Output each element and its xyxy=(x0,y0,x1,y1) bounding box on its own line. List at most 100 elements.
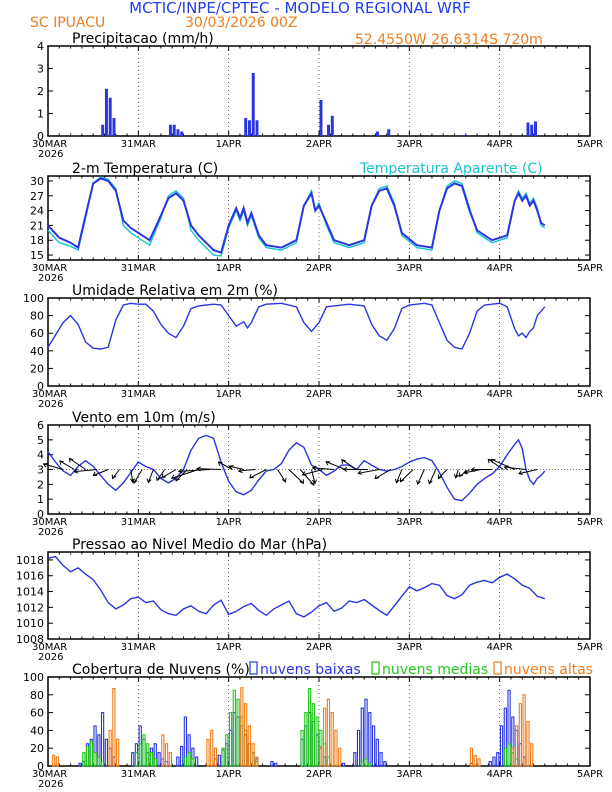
wind-arrow-head xyxy=(301,471,307,476)
low-cloud-bar xyxy=(499,725,504,767)
high-cloud-bar xyxy=(530,743,534,767)
y-tick-label: 20 xyxy=(30,362,44,375)
header-title: MCTIC/INPE/CPTEC - MODELO REGIONAL WRF xyxy=(129,0,471,17)
x-day-label: 5APR xyxy=(577,139,603,150)
panel-6: 0 20 40 60 80 100 30MAR 31MAR 1APR 2APR 3APR 4APR 5A… xyxy=(23,661,603,790)
y-tick-label: 3 xyxy=(37,464,44,477)
wind-arrow xyxy=(518,469,538,475)
wind-arrow xyxy=(341,459,357,470)
x-year-label: 2026 xyxy=(38,652,63,663)
low-cloud-bar xyxy=(341,762,346,767)
precip-bar xyxy=(530,124,534,136)
low-cloud-bar xyxy=(356,729,361,767)
low-cloud-bar xyxy=(375,738,379,767)
wind-arrow xyxy=(288,469,304,484)
high-cloud-bar xyxy=(206,738,210,767)
high-cloud-bar xyxy=(338,747,342,767)
high-cloud-bar xyxy=(518,703,523,767)
y-tick-label: 6 xyxy=(37,419,44,432)
mid-cloud-bar xyxy=(138,743,142,767)
wind-arrow xyxy=(417,469,425,485)
y-tick-label: 100 xyxy=(23,292,44,305)
wind-arrow xyxy=(455,469,459,478)
precip-bar xyxy=(330,115,334,136)
wind-arrow xyxy=(43,463,64,470)
mid-cloud-bar xyxy=(315,716,319,767)
mid-cloud-bar xyxy=(360,760,364,767)
header-coords: 52.4550W 26.6314S 720m xyxy=(355,32,543,48)
high-cloud-bar xyxy=(477,758,481,767)
x-day-label: 4APR xyxy=(487,769,513,780)
low-cloud-bar xyxy=(488,760,492,767)
high-cloud-bar xyxy=(330,712,334,767)
mid-cloud-bar xyxy=(191,758,195,767)
wind-arrow-head xyxy=(311,465,317,471)
x-day-label: 31MAR xyxy=(121,769,156,780)
wind-arrow xyxy=(161,469,177,479)
wind-arrow-head xyxy=(490,458,496,464)
low-cloud-bar xyxy=(217,754,221,767)
x-year-label: 2026 xyxy=(38,779,63,790)
x-day-label: 2APR xyxy=(306,769,332,780)
mid-cloud-bar xyxy=(183,756,188,767)
legend-label: nuvens medias xyxy=(382,662,488,678)
wind-arrow-head xyxy=(92,471,98,477)
temperature-line xyxy=(47,177,546,254)
mid-cloud-bar xyxy=(97,756,101,767)
wind-arrow-head xyxy=(196,466,201,472)
precip-bar xyxy=(180,131,184,136)
wind-arrow xyxy=(438,469,448,479)
high-cloud-bar xyxy=(319,745,323,767)
x-day-label: 31MAR xyxy=(121,517,156,528)
mid-cloud-bar xyxy=(228,712,233,767)
mid-cloud-bar xyxy=(187,752,191,767)
low-cloud-bar xyxy=(379,752,383,767)
wind-arrow xyxy=(147,469,154,483)
y-tick-label: 60 xyxy=(30,707,44,720)
high-cloud-bar xyxy=(526,720,530,767)
y-tick-label: 18 xyxy=(30,234,44,247)
panel-title: 2-m Temperatura (C) xyxy=(72,161,218,177)
low-cloud-bar xyxy=(353,752,357,767)
precip-bar xyxy=(387,129,391,136)
wind-arrow-head xyxy=(170,474,176,479)
high-cloud-bar xyxy=(247,725,252,767)
mid-cloud-bar xyxy=(100,760,105,767)
wind-arrow-head xyxy=(281,477,287,483)
x-day-label: 3APR xyxy=(396,769,422,780)
mid-cloud-bar xyxy=(364,758,368,767)
wind-arrow xyxy=(218,461,233,470)
wind-arrow-head xyxy=(518,470,523,475)
x-day-label: 30MAR xyxy=(32,139,67,150)
low-cloud-bar xyxy=(100,712,105,767)
wind-arrow xyxy=(488,458,504,470)
x-year-label: 2026 xyxy=(38,149,63,160)
x-day-label: 5APR xyxy=(577,769,603,780)
y-tick-label: 1 xyxy=(37,493,44,506)
high-cloud-bar xyxy=(255,756,259,767)
wind-arrow-head xyxy=(42,463,48,468)
low-cloud-bar xyxy=(496,752,500,767)
x-day-label: 3APR xyxy=(396,389,422,400)
wind-arrow-head xyxy=(299,479,304,485)
wind-arrow-head xyxy=(462,469,468,475)
y-tick-label: 30 xyxy=(30,175,44,188)
x-day-label: 1APR xyxy=(216,642,242,653)
wind-arrow xyxy=(93,469,109,476)
high-cloud-bar xyxy=(164,743,169,767)
low-cloud-bar xyxy=(368,712,372,767)
wind-arrow-head xyxy=(342,466,348,472)
wind-arrow-head xyxy=(416,480,421,486)
precip-bar xyxy=(526,122,530,136)
precip-bar xyxy=(101,124,105,136)
panel-title: Cobertura de Nuvens (%) xyxy=(72,662,250,678)
wind-arrow xyxy=(358,469,380,474)
mid-cloud-bar xyxy=(311,703,315,767)
mid-cloud-bar xyxy=(93,752,97,767)
high-cloud-bar xyxy=(334,729,338,767)
x-day-label: 30MAR xyxy=(32,642,67,653)
wind-arrow xyxy=(325,461,346,470)
x-day-label: 1APR xyxy=(216,389,242,400)
legend-apparent-temp: Temperatura Aparente (C) xyxy=(359,161,543,177)
y-tick-label: 1008 xyxy=(16,633,44,646)
